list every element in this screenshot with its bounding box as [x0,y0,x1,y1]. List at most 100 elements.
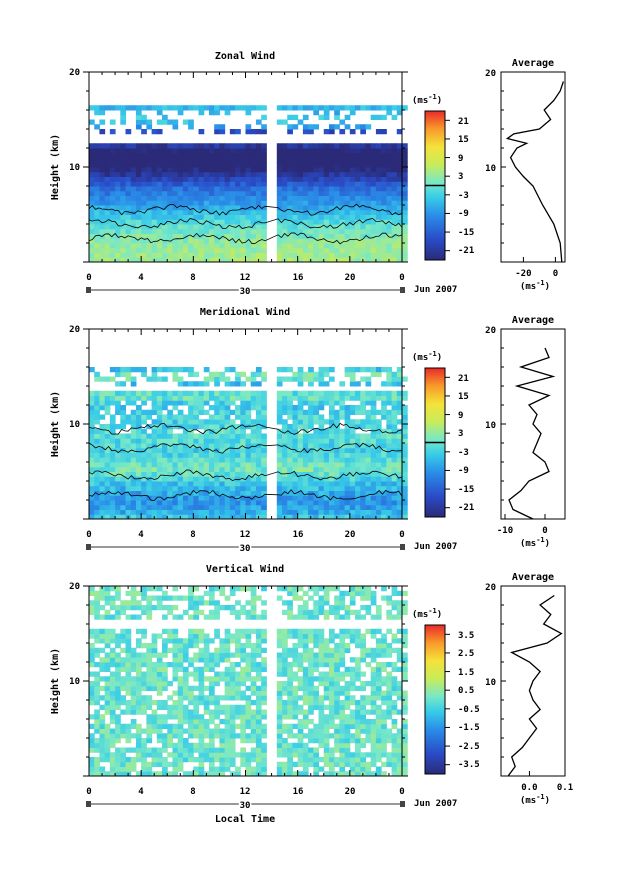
heatmap-cell [167,752,173,758]
heatmap-cell [109,490,116,496]
heatmap-cell [120,157,127,163]
heatmap-cell [120,452,127,458]
heatmap-cell [328,395,335,401]
heatmap-cell [188,719,194,725]
heatmap-cell [151,195,158,201]
heatmap-cell [344,695,351,701]
heatmap-cell [120,466,127,472]
heatmap-cell [235,148,241,154]
heatmap-cell [282,219,288,225]
heatmap-cell [89,695,95,701]
heatmap-cell [229,723,236,729]
heatmap-cell [182,500,189,506]
heatmap-cell [104,167,111,173]
heatmap-cell [193,495,200,501]
heatmap-cell [323,228,330,234]
colorbar-tick-label: 15 [458,135,469,145]
heatmap-cell [203,381,210,387]
heatmap-cell [292,224,299,230]
heatmap-cell [193,466,200,472]
heatmap-cell [323,152,330,158]
heatmap-cell [151,662,158,668]
heatmap-cell [115,224,121,230]
heatmap-cell [203,143,210,149]
heatmap-cell [282,681,288,687]
heatmap-cell [120,257,127,263]
heatmap-cell [177,647,184,653]
heatmap-cell [151,376,158,382]
heatmap-cell [224,500,231,506]
heatmap-cell [276,457,283,463]
heatmap-cell [182,462,189,468]
heatmap-cell [339,752,346,758]
heatmap-cell [255,195,262,201]
heatmap-cell [276,176,283,182]
heatmap-cell [370,509,377,515]
heatmap-cell [355,367,361,373]
heatmap-cell [334,409,340,415]
heatmap-cell [386,495,393,501]
profile-ticks [501,328,546,520]
heatmap-cell [349,129,356,135]
heatmap-cell [355,742,361,748]
heatmap-cell [339,638,346,644]
heatmap-cell [162,367,168,373]
heatmap-cell [172,395,179,401]
heatmap-cell [115,462,121,468]
heatmap-cell [177,190,184,196]
heatmap-cell [250,148,257,154]
heatmap-cell [308,471,314,477]
heatmap-cell [188,148,194,154]
heatmap-cell [156,200,163,206]
heatmap-cell [99,714,106,720]
heatmap-cell [208,509,215,515]
heatmap-cell [115,643,121,649]
heatmap-cell [89,514,95,520]
heatmap-cell [120,214,127,220]
heatmap-cell [297,190,304,196]
heatmap-cell [328,405,335,411]
heatmap-cell [344,723,351,729]
heatmap-cell [355,171,361,177]
heatmap-cell [245,504,252,510]
heatmap-cell [297,195,304,201]
heatmap-cell [229,466,236,472]
heatmap-cell [146,148,153,154]
heatmap-cell [282,409,288,415]
heatmap-cell [250,171,257,177]
heatmap-cell [224,628,231,634]
heatmap-cell [177,395,184,401]
heatmap-cell [188,105,194,111]
heatmap-cell [99,633,106,639]
heatmap-cell [94,157,100,163]
heatmap-cell [125,628,132,634]
heatmap-cell [391,405,398,411]
heatmap-cell [156,119,163,125]
heatmap-cell [328,157,335,163]
heatmap-cell [177,685,184,691]
heatmap-cell [208,424,215,430]
heatmap-cell [261,224,267,230]
heatmap-cell [386,709,393,715]
heatmap-cell [334,433,340,439]
heatmap-cell [162,685,168,691]
heatmap-cell [297,228,304,234]
heatmap-cell [203,695,210,701]
heatmap-cell [391,105,398,111]
heatmap-cell [167,252,173,258]
heatmap-cell [339,485,346,491]
heatmap-cell [349,214,356,220]
heatmap-cell [370,148,377,154]
heatmap-cell [109,752,116,758]
heatmap-cell [375,509,382,515]
heatmap-cell [141,462,147,468]
heatmap-cell [261,419,267,425]
heatmap-cell [151,105,158,111]
heatmap-cell [229,476,236,482]
heatmap-cell [135,690,142,696]
heatmap-cell [313,481,320,487]
heatmap-cell [214,652,220,658]
heatmap-cell [208,452,215,458]
heatmap-cell [328,409,335,415]
heatmap-cell [203,700,210,706]
